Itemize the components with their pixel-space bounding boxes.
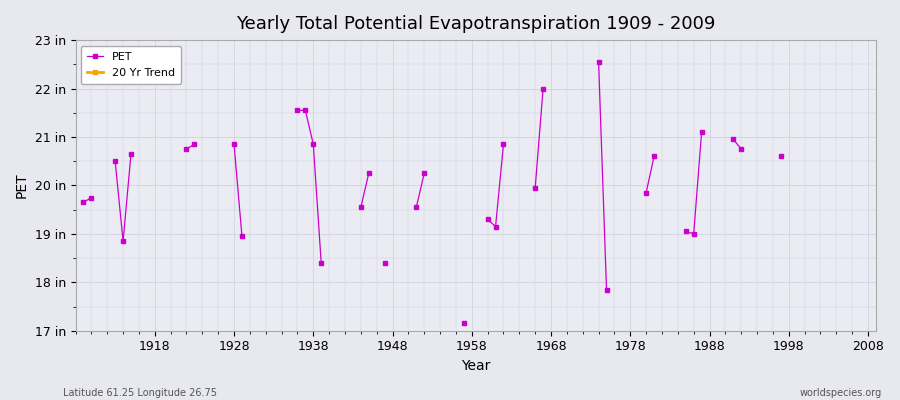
Title: Yearly Total Potential Evapotranspiration 1909 - 2009: Yearly Total Potential Evapotranspiratio… <box>236 15 716 33</box>
Legend: PET, 20 Yr Trend: PET, 20 Yr Trend <box>81 46 181 84</box>
Text: worldspecies.org: worldspecies.org <box>800 388 882 398</box>
Y-axis label: PET: PET <box>15 173 29 198</box>
Line: PET: PET <box>82 196 94 204</box>
PET <box>86 195 97 200</box>
X-axis label: Year: Year <box>461 359 491 373</box>
Text: Latitude 61.25 Longitude 26.75: Latitude 61.25 Longitude 26.75 <box>63 388 217 398</box>
PET <box>78 200 89 205</box>
